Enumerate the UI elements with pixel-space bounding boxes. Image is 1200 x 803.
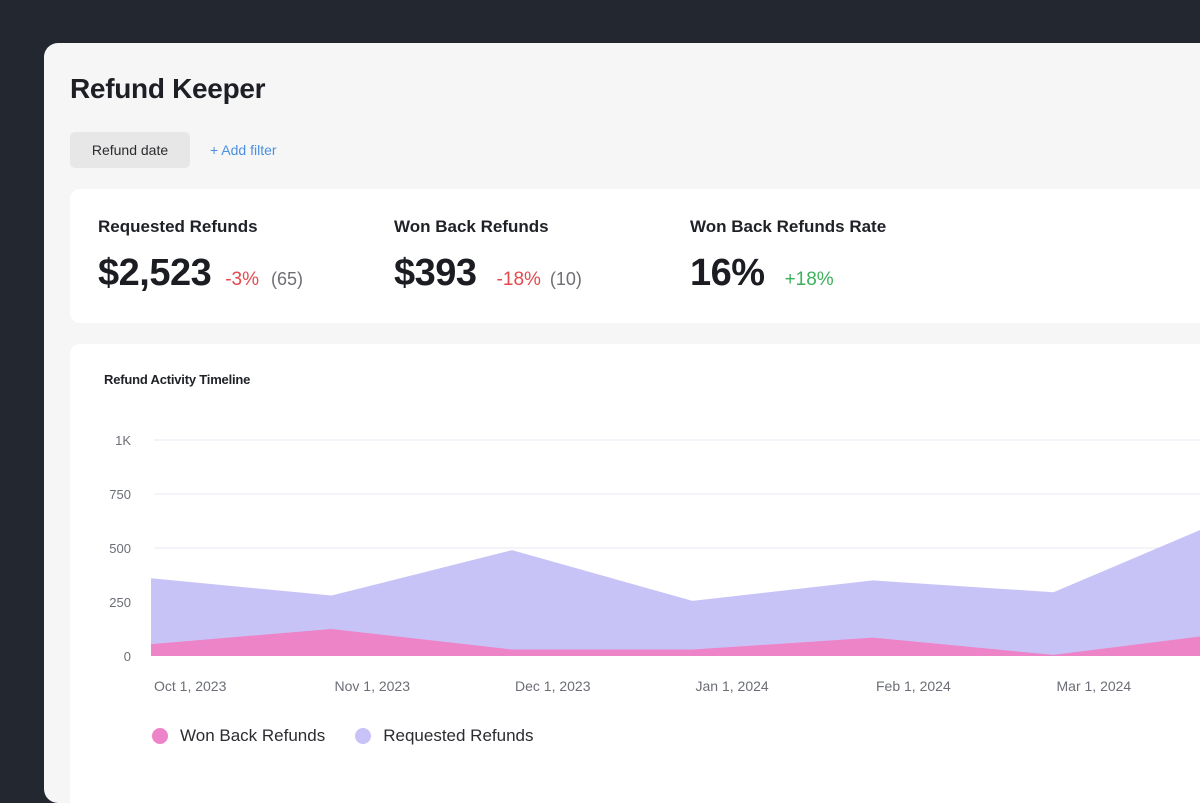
legend-label: Won Back Refunds [180, 726, 326, 745]
y-tick-label: 750 [109, 487, 131, 502]
x-tick-label: Nov 1, 2023 [335, 678, 411, 694]
kpi-won-back-rate: Won Back Refunds Rate 16% +18% [690, 217, 886, 295]
kpi-change: -3% [225, 269, 260, 290]
chart-legend: Won Back Refunds Requested Refunds [152, 726, 564, 746]
chart-card: Refund Activity Timeline 0 250 500 750 1K Oct… [70, 344, 1200, 803]
add-filter-link[interactable]: + Add filter [210, 142, 277, 158]
kpi-value: $393 [394, 252, 477, 294]
kpi-change: -18% [496, 269, 541, 290]
kpi-won-back-refunds: Won Back Refunds $393 -18% (10) [394, 217, 582, 295]
kpi-count: (10) [549, 269, 582, 289]
page-title: Refund Keeper [70, 73, 266, 104]
x-tick-label: Jan 1, 2024 [696, 678, 769, 694]
kpi-change: +18% [784, 269, 834, 290]
x-tick-label: Mar 1, 2024 [1057, 678, 1132, 694]
area-requested [151, 530, 1200, 656]
kpi-label: Won Back Refunds [394, 217, 549, 236]
y-tick-label: 1K [115, 433, 131, 448]
kpi-value: $2,523 [98, 252, 212, 294]
area-won-back [151, 629, 1200, 656]
chart-title: Refund Activity Timeline [104, 372, 251, 387]
legend-swatch-requested [355, 728, 372, 744]
y-tick-label: 0 [124, 649, 131, 664]
legend-item-requested[interactable]: Requested Refunds [355, 726, 534, 746]
y-tick-label: 250 [109, 595, 131, 610]
x-tick-label: Oct 1, 2023 [154, 678, 227, 694]
x-tick-label: Dec 1, 2023 [515, 678, 591, 694]
kpi-label: Won Back Refunds Rate [690, 217, 887, 236]
x-tick-label: Feb 1, 2024 [876, 678, 951, 694]
refund-activity-chart: 0 250 500 750 1K Oct 1, 2023 Nov 1, 2023 Dec 1,… [109, 433, 1200, 694]
kpi-card: Requested Refunds $2,523 -3% (65) Won Ba… [70, 189, 1200, 323]
legend-item-won-back[interactable]: Won Back Refunds [152, 726, 325, 746]
main-panel: Refund Keeper Refund date + Add filter R… [44, 43, 1200, 803]
kpi-requested-refunds: Requested Refunds $2,523 -3% (65) [98, 217, 303, 295]
refund-date-filter-chip[interactable]: Refund date [70, 132, 190, 168]
legend-label: Requested Refunds [383, 726, 534, 745]
kpi-value: 16% [690, 252, 765, 294]
legend-swatch-won-back [152, 728, 168, 744]
kpi-label: Requested Refunds [98, 217, 258, 236]
y-tick-label: 500 [109, 541, 131, 556]
kpi-count: (65) [271, 269, 304, 289]
